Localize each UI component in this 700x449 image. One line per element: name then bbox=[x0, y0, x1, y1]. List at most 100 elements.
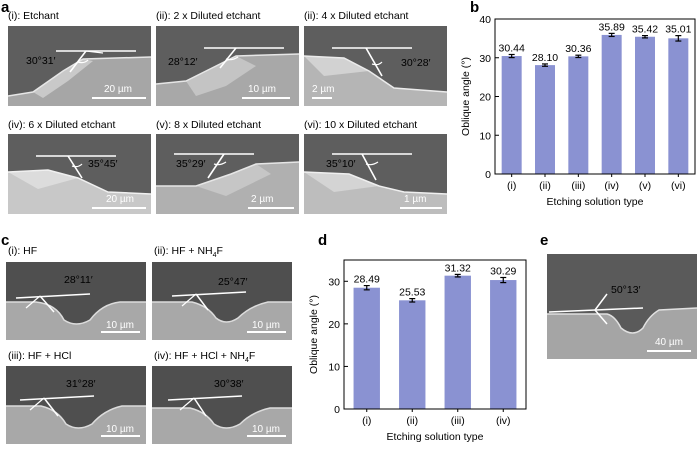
data-label: 30.29 bbox=[490, 265, 516, 277]
sem-image-c-iv: 30°38′ 10 µm bbox=[152, 366, 292, 444]
caption-tail: F bbox=[248, 350, 256, 362]
sem-micrograph bbox=[8, 26, 151, 106]
y-tick-label: 10 bbox=[328, 361, 340, 373]
angle-label: 28°12′ bbox=[168, 56, 198, 68]
x-tick-label: (vi) bbox=[671, 180, 686, 192]
data-label: 25.53 bbox=[399, 287, 425, 299]
bar bbox=[668, 38, 689, 175]
sem-image-a-iv: 35°45′ 20 µm bbox=[8, 134, 151, 214]
scale-bar-label: 10 µm bbox=[248, 84, 276, 95]
scale-bar-label: 10 µm bbox=[252, 320, 280, 331]
x-axis-label: Etching solution type bbox=[387, 431, 484, 443]
data-label: 28.10 bbox=[532, 52, 558, 64]
bar bbox=[444, 275, 471, 409]
bar bbox=[399, 300, 426, 409]
x-tick-label: (i) bbox=[507, 180, 516, 192]
data-label: 30.44 bbox=[499, 42, 525, 54]
panel-a-label: a bbox=[1, 0, 10, 16]
x-tick-label: (iii) bbox=[451, 415, 465, 427]
scale-bar-label: 10 µm bbox=[106, 320, 134, 331]
sem-image-e: 50°13′ 40 µm bbox=[547, 254, 697, 359]
panel-a-caption-6: (vi): 10 x Diluted etchant bbox=[304, 119, 418, 131]
y-tick-label: 0 bbox=[334, 404, 340, 416]
scale-bar-label: 20 µm bbox=[106, 194, 134, 205]
chart-d-svg: 28.49 (i) 25.53 (ii) 31.32 (iii) 30.29 (iv) 0 10 2… bbox=[308, 259, 527, 443]
sem-image-a-ii: 28°12′ 10 µm bbox=[156, 26, 299, 106]
sem-micrograph bbox=[152, 366, 292, 444]
bar bbox=[601, 34, 622, 174]
sem-image-c-i: 28°11′ 10 µm bbox=[6, 262, 146, 340]
sem-micrograph bbox=[304, 26, 447, 106]
bar bbox=[353, 287, 380, 409]
y-tick-label: 20 bbox=[479, 92, 491, 104]
sem-micrograph bbox=[152, 262, 292, 340]
scale-bar-label: 2 µm bbox=[251, 194, 274, 205]
data-label: 31.32 bbox=[445, 262, 471, 274]
chart-d: 28.49 (i) 25.53 (ii) 31.32 (iii) 30.29 (iv) 0 10 2… bbox=[300, 233, 532, 444]
panel-c-label: c bbox=[1, 232, 10, 249]
data-label: 35.89 bbox=[599, 21, 625, 33]
panel-c-caption-3: (iii): HF + HCl bbox=[8, 350, 71, 362]
plot-frame bbox=[343, 259, 527, 410]
angle-label: 31°28′ bbox=[66, 378, 96, 390]
y-tick-label: 30 bbox=[328, 276, 340, 288]
bar bbox=[635, 36, 655, 175]
caption-text: (iv): HF + HCl + NH bbox=[154, 350, 246, 362]
x-tick-label: (iv) bbox=[496, 415, 511, 427]
angle-label: 30°31′ bbox=[26, 55, 56, 67]
panel-a-caption-3: (ii): 4 x Diluted etchant bbox=[304, 10, 409, 22]
angle-label: 35°10′ bbox=[326, 158, 356, 170]
sem-image-a-iii: 30°28′ 2 µm bbox=[304, 26, 447, 106]
angle-label: 50°13′ bbox=[611, 284, 641, 296]
y-tick-label: 10 bbox=[479, 130, 491, 142]
panel-a-caption-4: (iv): 6 x Diluted etchant bbox=[8, 119, 116, 131]
sem-image-a-vi: 35°10′ 1 µm bbox=[304, 134, 447, 214]
x-tick-label: (iii) bbox=[571, 180, 585, 192]
sem-micrograph bbox=[304, 134, 447, 214]
sem-image-c-iii: 31°28′ 10 µm bbox=[6, 366, 146, 444]
panel-a-caption-2: (ii): 2 x Diluted etchant bbox=[156, 10, 261, 22]
bar bbox=[501, 56, 522, 174]
data-label: 30.36 bbox=[565, 43, 591, 55]
chart-b: 30.44 (i) 28.10 (ii) 30.36 (iii) 35.89 (iv) 35.4… bbox=[455, 0, 700, 215]
chart-b-svg: 30.44 (i) 28.10 (ii) 30.36 (iii) 35.89 (iv) 35.4… bbox=[460, 14, 696, 208]
angle-label: 25°47′ bbox=[218, 276, 248, 288]
data-label: 35.01 bbox=[665, 24, 691, 36]
panel-c-caption-2: (ii): HF + NH4F bbox=[154, 245, 223, 262]
angle-label: 30°28′ bbox=[401, 57, 431, 69]
y-tick-label: 30 bbox=[479, 53, 491, 65]
scale-bar-label: 2 µm bbox=[312, 84, 335, 95]
y-tick-label: 0 bbox=[485, 169, 491, 181]
y-tick-label: 40 bbox=[479, 14, 491, 26]
sem-micrograph bbox=[8, 134, 151, 214]
panel-a-caption-5: (v): 8 x Diluted etchant bbox=[156, 119, 262, 131]
sem-image-a-v: 35°29′ 2 µm bbox=[156, 134, 299, 214]
bar bbox=[535, 65, 555, 174]
sem-image-a-i: 30°31′ 20 µm bbox=[8, 26, 151, 106]
caption-text: (iii): HF + HCl bbox=[8, 350, 72, 362]
data-label: 28.49 bbox=[354, 274, 380, 286]
sem-micrograph bbox=[156, 134, 299, 214]
sem-image-c-ii: 25°47′ 10 µm bbox=[152, 262, 292, 340]
x-tick-label: (v) bbox=[639, 180, 651, 192]
caption-text: (ii): HF + NH bbox=[154, 245, 213, 257]
panel-c-caption-1: (i): HF bbox=[8, 245, 37, 257]
y-tick-label: 20 bbox=[328, 319, 340, 331]
panel-a-caption-1: (i): Etchant bbox=[8, 10, 59, 22]
sem-micrograph bbox=[6, 262, 146, 340]
sem-micrograph bbox=[6, 366, 146, 444]
y-axis-label: Oblique angle (°) bbox=[460, 57, 472, 136]
angle-label: 30°38′ bbox=[214, 378, 244, 390]
plot-frame bbox=[494, 18, 696, 175]
scale-bar-label: 10 µm bbox=[252, 424, 280, 435]
data-label: 35.42 bbox=[632, 24, 658, 36]
x-tick-label: (ii) bbox=[539, 180, 551, 192]
x-tick-label: (i) bbox=[362, 415, 371, 427]
x-tick-label: (iv) bbox=[604, 180, 619, 192]
angle-label: 28°11′ bbox=[64, 274, 93, 286]
sem-micrograph bbox=[156, 26, 299, 106]
panel-b-label: b bbox=[470, 0, 480, 16]
panel-e-label: e bbox=[540, 232, 549, 249]
bar bbox=[568, 56, 589, 175]
caption-subscript: 4 bbox=[245, 357, 249, 365]
